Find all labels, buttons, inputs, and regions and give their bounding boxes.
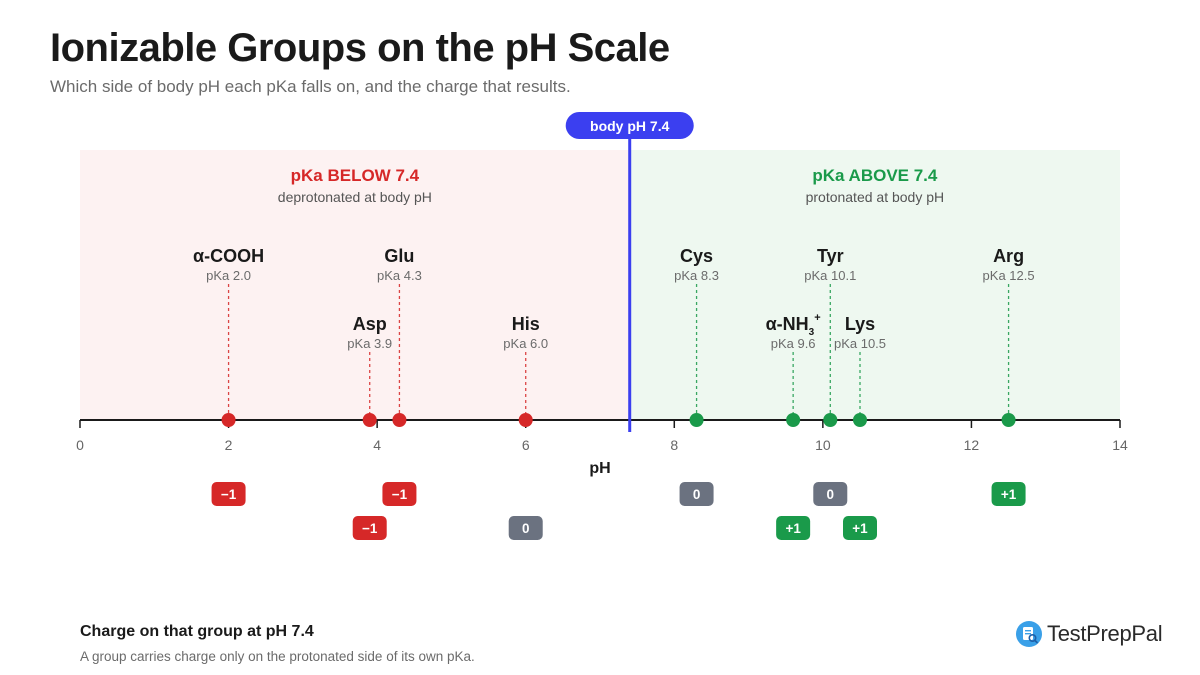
charge-badge — [991, 482, 1026, 506]
charge-badge — [352, 516, 387, 540]
axis-tick-label: 4 — [373, 437, 381, 453]
charge-badge — [679, 482, 714, 506]
group-pka: pKa 12.5 — [983, 268, 1035, 283]
group-pka: pKa 8.3 — [674, 268, 719, 283]
pka-point — [689, 413, 704, 427]
brand-mark-icon — [1016, 621, 1042, 647]
body-ph-label: body pH 7.4 — [590, 118, 670, 134]
charge-badges: −1 −1 −1 0 0 +1 0 +1 +1 — [211, 482, 1026, 540]
stems-layer — [227, 284, 1010, 420]
group-name: His — [512, 314, 540, 334]
charge-badge-label: 0 — [827, 487, 835, 502]
pka-point — [786, 413, 801, 427]
axis-tick-label: 6 — [522, 437, 530, 453]
charge-badge — [211, 482, 246, 506]
footer-note: A group carries charge only on the proto… — [80, 649, 475, 664]
pka-point — [853, 413, 867, 427]
charge-badge-label: −1 — [221, 487, 237, 502]
body-ph-marker: body pH 7.4 — [565, 112, 694, 432]
charge-badge — [382, 482, 417, 506]
axis-tick-label: 14 — [1112, 437, 1128, 453]
group-name: Tyr — [817, 246, 844, 266]
group-pka: pKa 10.1 — [804, 268, 856, 283]
page-subtitle: Which side of body pH each pKa falls on,… — [50, 77, 571, 96]
pka-point — [1001, 413, 1016, 427]
charge-badge-label: −1 — [362, 521, 378, 536]
pka-point — [362, 413, 377, 427]
axis-tick-label: 8 — [670, 437, 678, 453]
region-below — [80, 150, 630, 420]
group-pka: pKa 4.3 — [377, 268, 422, 283]
group-name: α-NH3+ — [766, 312, 821, 338]
group-name: Glu — [384, 246, 414, 266]
axis-tick-label: 10 — [815, 437, 831, 453]
pka-point — [518, 413, 533, 427]
group-name: Arg — [993, 246, 1024, 266]
ph-scale-diagram: pKa BELOW 7.4 deprotonated at body pH pKa … — [76, 112, 1128, 540]
charge-badge-label: −1 — [392, 487, 408, 502]
brand-name: TestPrepPal — [1047, 621, 1163, 646]
group-name: Lys — [845, 314, 875, 334]
group-pka: pKa 2.0 — [206, 268, 251, 283]
charge-badge-label: 0 — [522, 521, 530, 536]
region-below-subtitle: deprotonated at body pH — [278, 189, 432, 205]
group-pka: pKa 10.5 — [834, 336, 886, 351]
region-below-title: pKa BELOW 7.4 — [291, 166, 420, 185]
charge-badge — [776, 516, 811, 540]
charge-badge — [843, 516, 877, 540]
body-ph-pill — [565, 112, 694, 139]
region-above — [629, 150, 1120, 420]
group-pka: pKa 9.6 — [771, 336, 816, 351]
axis-tick-label: 0 — [76, 437, 84, 453]
group-labels: α-COOH pKa 2.0 Asp pKa 3.9 Glu pKa 4.3 His pKa … — [193, 246, 1035, 351]
charge-badge-label: +1 — [1001, 487, 1017, 502]
charge-badge — [508, 516, 543, 540]
page-title: Ionizable Groups on the pH Scale — [50, 26, 670, 70]
axis-label: pH — [589, 460, 610, 477]
charge-badge-label: +1 — [785, 521, 801, 536]
group-pka: pKa 6.0 — [503, 336, 548, 351]
region-above-subtitle: protonated at body pH — [806, 189, 945, 205]
regions-layer: pKa BELOW 7.4 deprotonated at body pH pKa … — [80, 150, 1120, 420]
group-name: α-COOH — [193, 246, 264, 266]
axis-tick-label: 12 — [964, 437, 980, 453]
charge-badge-label: 0 — [693, 487, 701, 502]
ph-axis: 0 2 4 6 8 10 12 14 pH — [76, 419, 1128, 477]
group-name: Asp — [353, 314, 387, 334]
pka-point — [221, 413, 236, 427]
group-name: Cys — [680, 246, 713, 266]
charge-badge — [813, 482, 848, 506]
pka-point — [823, 413, 838, 427]
group-pka: pKa 3.9 — [347, 336, 392, 351]
charge-badge-label: +1 — [852, 521, 868, 536]
pka-points — [221, 413, 1016, 427]
brand-logo: TestPrepPal — [1015, 620, 1163, 648]
region-above-title: pKa ABOVE 7.4 — [812, 166, 938, 185]
footer-title: Charge on that group at pH 7.4 — [80, 623, 314, 640]
axis-tick-label: 2 — [225, 437, 233, 453]
pka-point — [392, 413, 407, 427]
